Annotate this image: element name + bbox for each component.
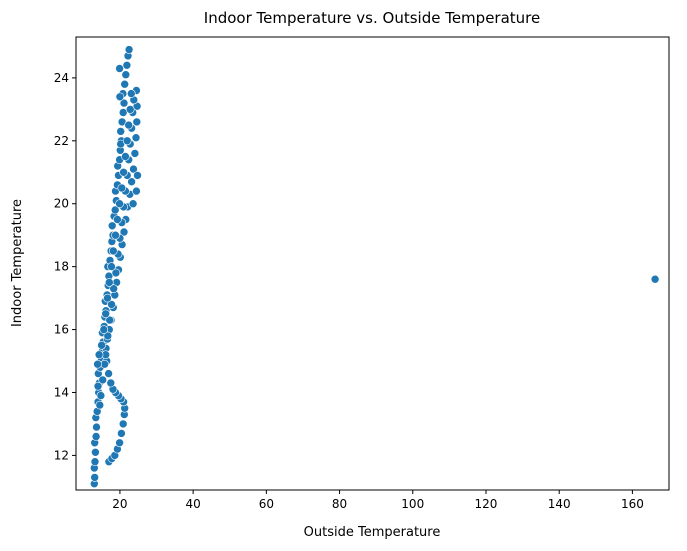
- chart-title: Indoor Temperature vs. Outside Temperatu…: [204, 9, 540, 27]
- data-point: [128, 199, 138, 208]
- data-point: [125, 105, 135, 114]
- data-point: [117, 429, 126, 438]
- y-axis-label: Indoor Temperature: [10, 199, 25, 327]
- data-point: [95, 400, 105, 410]
- data-point: [119, 168, 128, 177]
- data-point: [131, 133, 141, 142]
- data-point: [103, 293, 112, 303]
- data-point: [99, 325, 109, 334]
- data-point: [90, 457, 100, 467]
- data-point: [103, 331, 113, 341]
- x-tick-label: 100: [401, 497, 424, 511]
- x-axis-ticks: 20 40 60 80 100 120 140 160: [112, 490, 644, 511]
- data-point: [115, 92, 125, 102]
- data-point: [96, 391, 106, 400]
- data-point: [97, 340, 106, 350]
- data-point: [93, 381, 103, 391]
- data-point: [122, 61, 132, 70]
- data-point: [111, 268, 121, 278]
- y-tick-label: 14: [54, 385, 69, 399]
- data-point: [132, 117, 142, 127]
- data-point: [133, 171, 142, 180]
- data-point: [115, 199, 124, 208]
- data-point: [110, 205, 120, 215]
- x-tick-label: 20: [112, 497, 127, 511]
- x-tick-label: 60: [259, 497, 274, 511]
- plot-frame: [75, 36, 670, 491]
- y-tick-label: 22: [54, 134, 69, 148]
- data-point: [113, 215, 122, 224]
- data-point: [119, 227, 129, 237]
- data-point: [91, 432, 101, 441]
- data-point: [130, 149, 140, 158]
- data-point: [105, 315, 114, 325]
- data-point: [118, 108, 128, 117]
- data-point: [124, 45, 134, 54]
- points-layer: [90, 45, 660, 489]
- data-point: [121, 152, 130, 161]
- data-point: [650, 274, 660, 284]
- y-tick-label: 20: [54, 197, 69, 211]
- data-point: [129, 164, 138, 174]
- data-point: [104, 369, 113, 378]
- data-point: [92, 422, 101, 432]
- y-axis-ticks: 12 14 16 18 20 22 24: [54, 71, 76, 462]
- data-point: [98, 375, 107, 385]
- data-point: [109, 284, 118, 294]
- data-point: [115, 64, 124, 73]
- x-tick-label: 120: [475, 497, 498, 511]
- y-tick-label: 18: [54, 260, 69, 274]
- data-point: [107, 221, 117, 231]
- data-point: [116, 127, 125, 136]
- data-point: [122, 136, 132, 146]
- data-point: [106, 378, 116, 388]
- data-point: [117, 183, 127, 193]
- x-tick-label: 140: [548, 497, 571, 511]
- y-tick-label: 12: [54, 448, 69, 462]
- x-tick-label: 40: [185, 497, 200, 511]
- data-point: [127, 177, 136, 186]
- data-point: [132, 186, 141, 196]
- data-point: [93, 359, 102, 369]
- data-point: [124, 120, 133, 130]
- data-point: [91, 447, 100, 457]
- x-axis-label: Outside Temperature: [304, 525, 441, 540]
- data-point: [105, 278, 114, 287]
- data-point: [119, 98, 129, 108]
- data-point: [111, 230, 120, 240]
- data-point: [107, 262, 116, 271]
- data-point: [121, 70, 131, 79]
- data-point: [118, 419, 128, 429]
- x-tick-label: 80: [332, 497, 347, 511]
- y-tick-label: 16: [54, 323, 69, 337]
- data-point: [94, 350, 104, 360]
- data-point: [127, 89, 136, 98]
- y-tick-label: 24: [54, 71, 69, 85]
- x-tick-label: 160: [621, 497, 644, 511]
- data-point: [101, 309, 110, 319]
- data-point: [90, 473, 99, 482]
- data-point: [115, 438, 124, 448]
- data-point: [120, 79, 129, 89]
- data-point: [109, 246, 118, 256]
- data-point: [107, 300, 116, 309]
